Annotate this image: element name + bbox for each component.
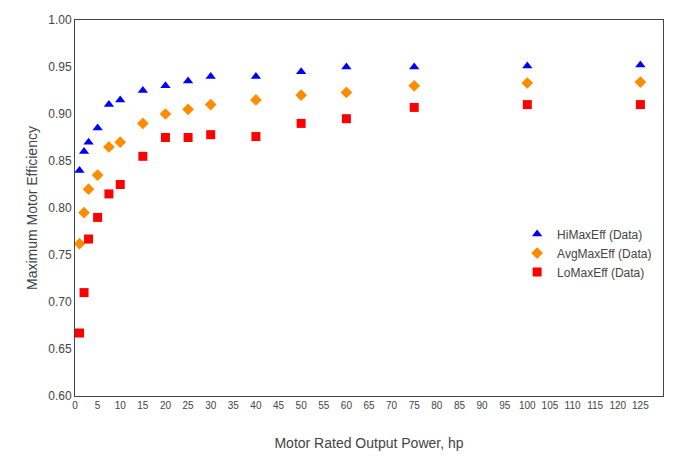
svg-text:LoMaxEff (Data): LoMaxEff (Data) <box>557 266 644 280</box>
svg-text:0.65: 0.65 <box>48 342 72 356</box>
svg-text:0.60: 0.60 <box>48 389 72 403</box>
svg-text:45: 45 <box>273 400 285 411</box>
svg-text:30: 30 <box>205 400 217 411</box>
svg-text:115: 115 <box>587 400 603 411</box>
svg-text:Maximum Motor Efficiency: Maximum Motor Efficiency <box>24 126 40 290</box>
svg-text:35: 35 <box>228 400 240 411</box>
svg-text:105: 105 <box>542 400 559 411</box>
svg-text:80: 80 <box>431 400 443 411</box>
svg-text:65: 65 <box>363 400 375 411</box>
svg-text:85: 85 <box>454 400 466 411</box>
svg-text:90: 90 <box>477 400 489 411</box>
svg-text:100: 100 <box>519 400 536 411</box>
svg-text:95: 95 <box>499 400 511 411</box>
svg-text:HiMaxEff (Data): HiMaxEff (Data) <box>557 228 642 242</box>
svg-text:AvgMaxEff (Data): AvgMaxEff (Data) <box>557 247 651 261</box>
svg-text:10: 10 <box>115 400 127 411</box>
svg-text:0: 0 <box>72 400 78 411</box>
svg-text:60: 60 <box>341 400 353 411</box>
svg-text:0.70: 0.70 <box>48 295 72 309</box>
svg-text:75: 75 <box>409 400 421 411</box>
svg-text:55: 55 <box>318 400 330 411</box>
svg-text:40: 40 <box>250 400 262 411</box>
svg-text:20: 20 <box>160 400 172 411</box>
svg-text:0.80: 0.80 <box>48 201 72 215</box>
svg-text:125: 125 <box>632 400 649 411</box>
svg-text:0.95: 0.95 <box>48 60 72 74</box>
svg-text:5: 5 <box>95 400 101 411</box>
svg-text:15: 15 <box>137 400 149 411</box>
svg-text:50: 50 <box>296 400 308 411</box>
svg-text:0.90: 0.90 <box>48 107 72 121</box>
svg-text:1.00: 1.00 <box>48 13 72 27</box>
svg-text:Motor Rated Output Power, hp: Motor Rated Output Power, hp <box>274 435 463 451</box>
svg-text:120: 120 <box>609 400 626 411</box>
svg-text:110: 110 <box>565 400 581 411</box>
svg-text:25: 25 <box>183 400 195 411</box>
svg-text:70: 70 <box>386 400 398 411</box>
svg-text:0.75: 0.75 <box>48 248 72 262</box>
svg-text:0.85: 0.85 <box>48 154 72 168</box>
